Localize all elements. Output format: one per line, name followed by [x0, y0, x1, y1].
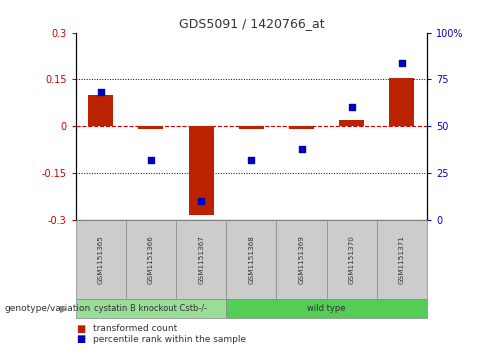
Text: GSM1151371: GSM1151371: [399, 235, 405, 284]
Text: transformed count: transformed count: [93, 324, 177, 333]
Bar: [239, 126, 264, 129]
Point: [247, 157, 255, 163]
Bar: [139, 126, 163, 129]
Text: genotype/variation: genotype/variation: [5, 304, 91, 313]
Text: GSM1151368: GSM1151368: [248, 235, 254, 284]
Text: wild type: wild type: [307, 304, 346, 313]
Bar: [188, 126, 214, 215]
Point: [298, 146, 305, 151]
Bar: [389, 78, 414, 126]
Bar: [88, 95, 113, 126]
Text: ■: ■: [76, 334, 85, 344]
Point: [398, 60, 406, 65]
Bar: [339, 120, 364, 126]
Title: GDS5091 / 1420766_at: GDS5091 / 1420766_at: [179, 17, 324, 30]
Text: GSM1151367: GSM1151367: [198, 235, 204, 284]
Point: [348, 105, 356, 110]
Bar: [289, 126, 314, 129]
Text: ■: ■: [76, 323, 85, 334]
Text: percentile rank within the sample: percentile rank within the sample: [93, 335, 246, 344]
Point: [147, 157, 155, 163]
Text: cystatin B knockout Cstb-/-: cystatin B knockout Cstb-/-: [94, 304, 207, 313]
Text: ▶: ▶: [60, 303, 67, 314]
Text: GSM1151366: GSM1151366: [148, 235, 154, 284]
Point: [197, 198, 205, 204]
Point: [97, 90, 104, 95]
Text: GSM1151370: GSM1151370: [349, 235, 355, 284]
Text: GSM1151369: GSM1151369: [299, 235, 305, 284]
Text: GSM1151365: GSM1151365: [98, 235, 104, 284]
